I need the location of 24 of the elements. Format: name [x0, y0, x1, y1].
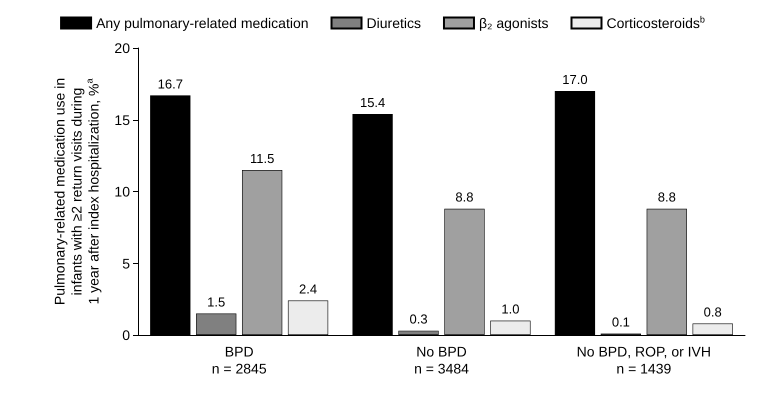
data-label: 1.0	[501, 302, 520, 317]
data-label: 0.3	[410, 312, 428, 327]
data-label: 1.5	[207, 294, 226, 310]
data-label: 0.1	[612, 314, 630, 330]
y-tick-label: 20	[114, 40, 130, 56]
legend-label: β₂ agonists	[478, 15, 549, 31]
data-label: 11.5	[250, 150, 274, 166]
y-axis-title: Pulmonary-related medication use in infants with ≥2 return visits during 1 year after index hospitalization, %a	[52, 78, 102, 306]
data-label: 8.8	[658, 190, 676, 205]
data-label: 8.8	[455, 190, 474, 205]
data-label: 17.0	[562, 72, 588, 88]
y-tick-label: 10	[114, 184, 130, 200]
data-label: 15.4	[360, 95, 386, 110]
data-label: 2.4	[299, 282, 318, 297]
data-label: 0.8	[704, 304, 722, 320]
legend-label: Diuretics	[366, 15, 421, 31]
x-tick-label: BPD n = 2845	[212, 344, 267, 376]
y-tick-label: 5	[122, 255, 130, 272]
x-tick-label: No BPD n = 3484	[414, 344, 470, 376]
legend-label: Any pulmonary-related medication	[96, 15, 309, 31]
data-label: 16.7	[158, 76, 183, 92]
x-tick-label: No BPD, ROP, or IVH n = 1439	[576, 344, 712, 376]
y-tick-label: 0	[122, 327, 130, 343]
y-tick-label: 15	[114, 112, 130, 128]
